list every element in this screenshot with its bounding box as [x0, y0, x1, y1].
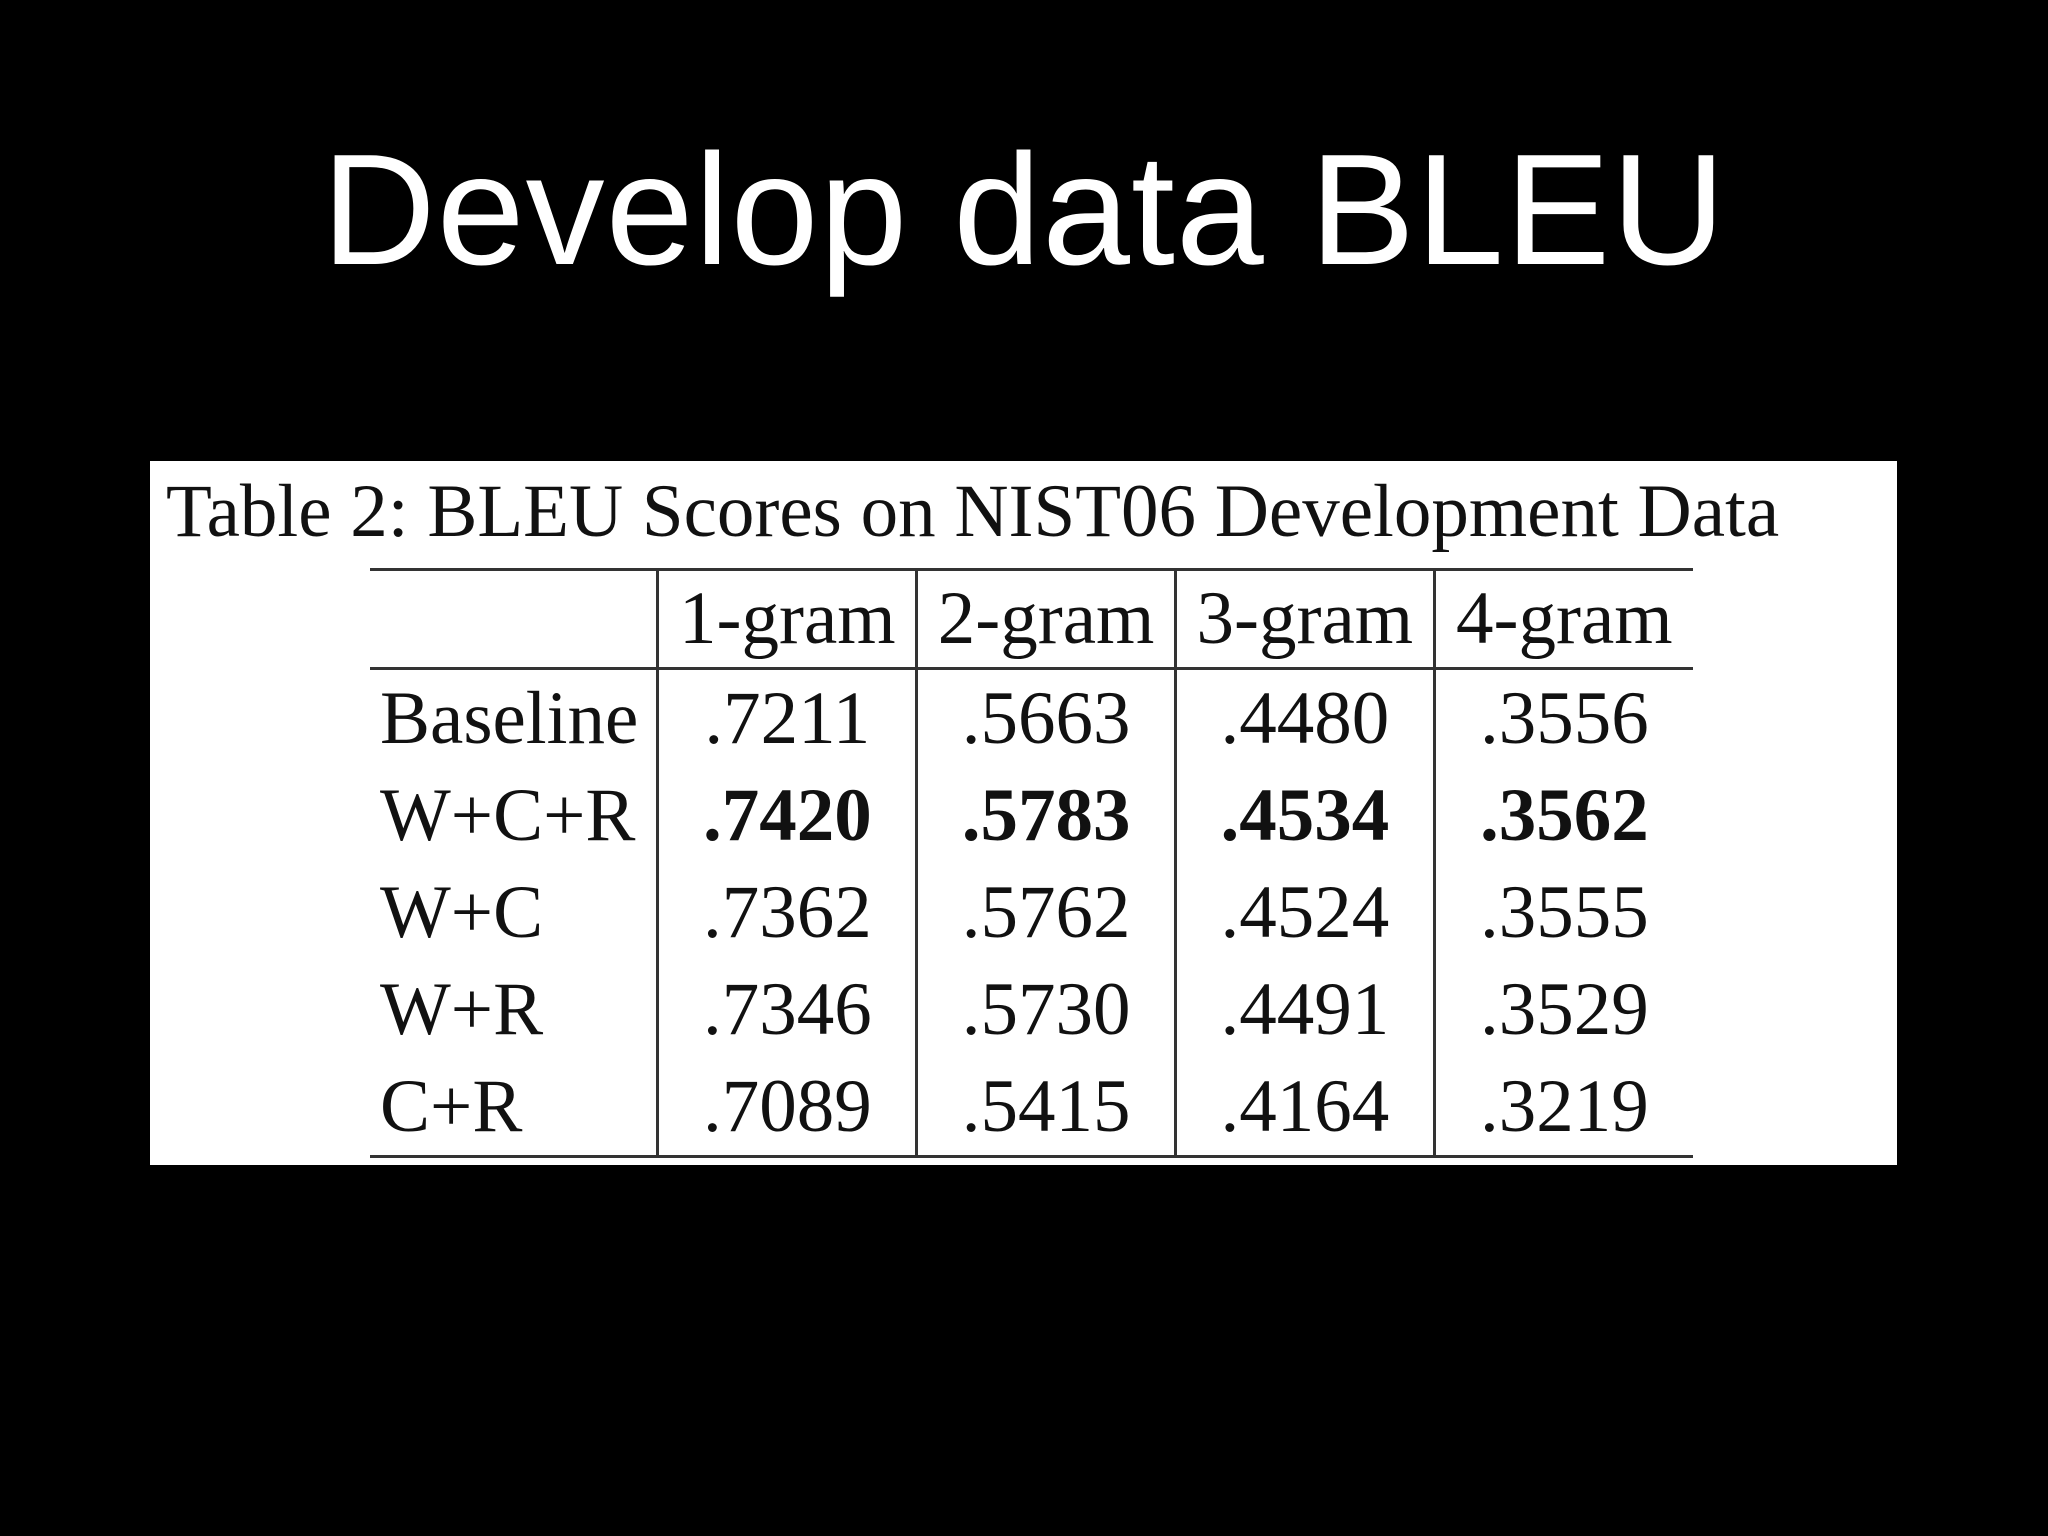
row-label: W+C+R	[380, 774, 636, 857]
score-cell: .5762	[915, 864, 1176, 961]
header-cell-1-gram: 1-gram	[656, 569, 917, 669]
score-cell: .4524	[1173, 864, 1435, 961]
row-label: W+R	[380, 968, 544, 1051]
table-row: W+R .7346 .5730 .4491 .3529	[370, 961, 1693, 1058]
score-cell: .7362	[656, 864, 917, 961]
table-row: Baseline .7211 .5663 .4480 .3556	[370, 668, 1693, 767]
header-cell-3-gram: 3-gram	[1173, 569, 1435, 669]
score-cell: .3556	[1432, 668, 1693, 767]
table-row: C+R .7089 .5415 .4164 .3219	[370, 1058, 1693, 1157]
score-cell-best: .5783	[915, 767, 1176, 864]
score-cell-best: .3562	[1432, 767, 1693, 864]
score-cell: .4491	[1173, 961, 1435, 1058]
score-cell: .3529	[1432, 961, 1693, 1058]
row-label: Baseline	[380, 677, 639, 760]
header-cell-2-gram: 2-gram	[915, 569, 1176, 669]
score-cell-best: .7420	[656, 767, 917, 864]
score-cell: .5415	[915, 1058, 1176, 1157]
score-cell: .7089	[656, 1058, 917, 1157]
score-cell: .4480	[1173, 668, 1435, 767]
score-cell: .4164	[1173, 1058, 1435, 1157]
score-cell: .5663	[915, 668, 1176, 767]
header-cell-4-gram: 4-gram	[1432, 569, 1693, 669]
row-label: W+C	[380, 871, 544, 954]
table-header-row: 1-gram 2-gram 3-gram 4-gram	[370, 569, 1693, 669]
header-cell-empty	[370, 570, 658, 669]
score-cell-best: .4534	[1173, 767, 1435, 864]
score-cell: .7211	[656, 668, 917, 767]
bleu-scores-table: 1-gram 2-gram 3-gram 4-gram Baseline .72…	[370, 568, 1693, 1158]
table-row: W+C+R .7420 .5783 .4534 .3562	[370, 767, 1693, 864]
table-row: W+C .7362 .5762 .4524 .3555	[370, 864, 1693, 961]
score-cell: .3219	[1432, 1058, 1693, 1157]
table-caption: Table 2: BLEU Scores on NIST06 Developme…	[166, 470, 1780, 553]
score-cell: .3555	[1432, 864, 1693, 961]
row-label: C+R	[380, 1065, 523, 1148]
slide-title: Develop data BLEU	[321, 122, 1727, 298]
table-figure: Table 2: BLEU Scores on NIST06 Developme…	[150, 461, 1897, 1165]
score-cell: .5730	[915, 961, 1176, 1058]
score-cell: .7346	[656, 961, 917, 1058]
